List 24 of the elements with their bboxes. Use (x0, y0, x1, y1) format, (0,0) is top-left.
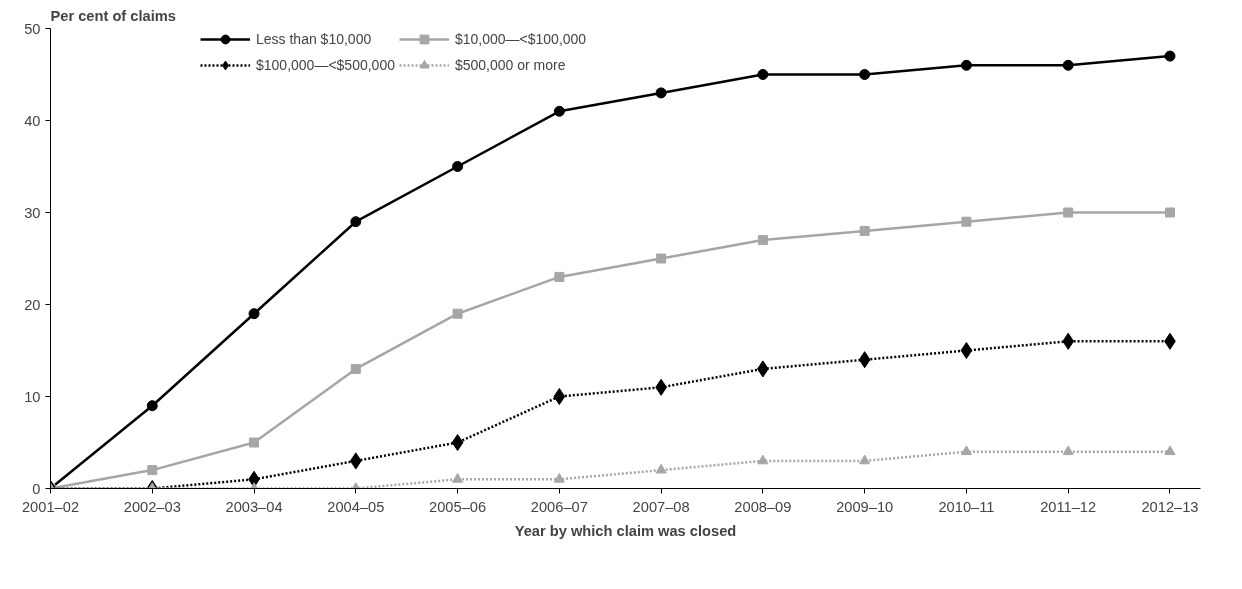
x-tick-label: 2007–08 (632, 498, 690, 515)
y-tick-label: 0 (32, 480, 41, 497)
x-tick-label: 2011–12 (1040, 498, 1097, 515)
legend-label: $100,000—<$500,000 (256, 56, 395, 75)
x-tick-label: 2006–07 (530, 498, 588, 515)
y-tick-label: 50 (24, 20, 41, 37)
legend-label: $10,000—<$100,000 (454, 30, 587, 49)
x-tick-label: 2002–03 (123, 498, 181, 515)
x-tick-label: 2005–06 (429, 498, 487, 515)
y-tick-label: 20 (24, 296, 41, 313)
x-tick-label: 2004–05 (327, 498, 385, 515)
x-tick-label: 2001–02 (21, 498, 80, 515)
y-axis-title: Per cent of claims (50, 7, 176, 24)
x-tick-label: 2008–09 (734, 498, 792, 515)
x-axis-title: Year by which claim was closed (514, 522, 737, 539)
legend-label: Less than $10,000 (256, 30, 372, 49)
y-tick-label: 30 (24, 204, 41, 221)
x-tick-label: 2012–13 (1141, 498, 1199, 515)
x-tick-label: 2009–10 (836, 498, 894, 515)
x-tick-label: 2010–11 (938, 498, 995, 515)
legend-label: $500,000 or more (454, 56, 566, 75)
y-tick-label: 40 (24, 112, 41, 129)
y-tick-label: 10 (24, 388, 41, 405)
x-tick-label: 2003–04 (225, 498, 283, 515)
